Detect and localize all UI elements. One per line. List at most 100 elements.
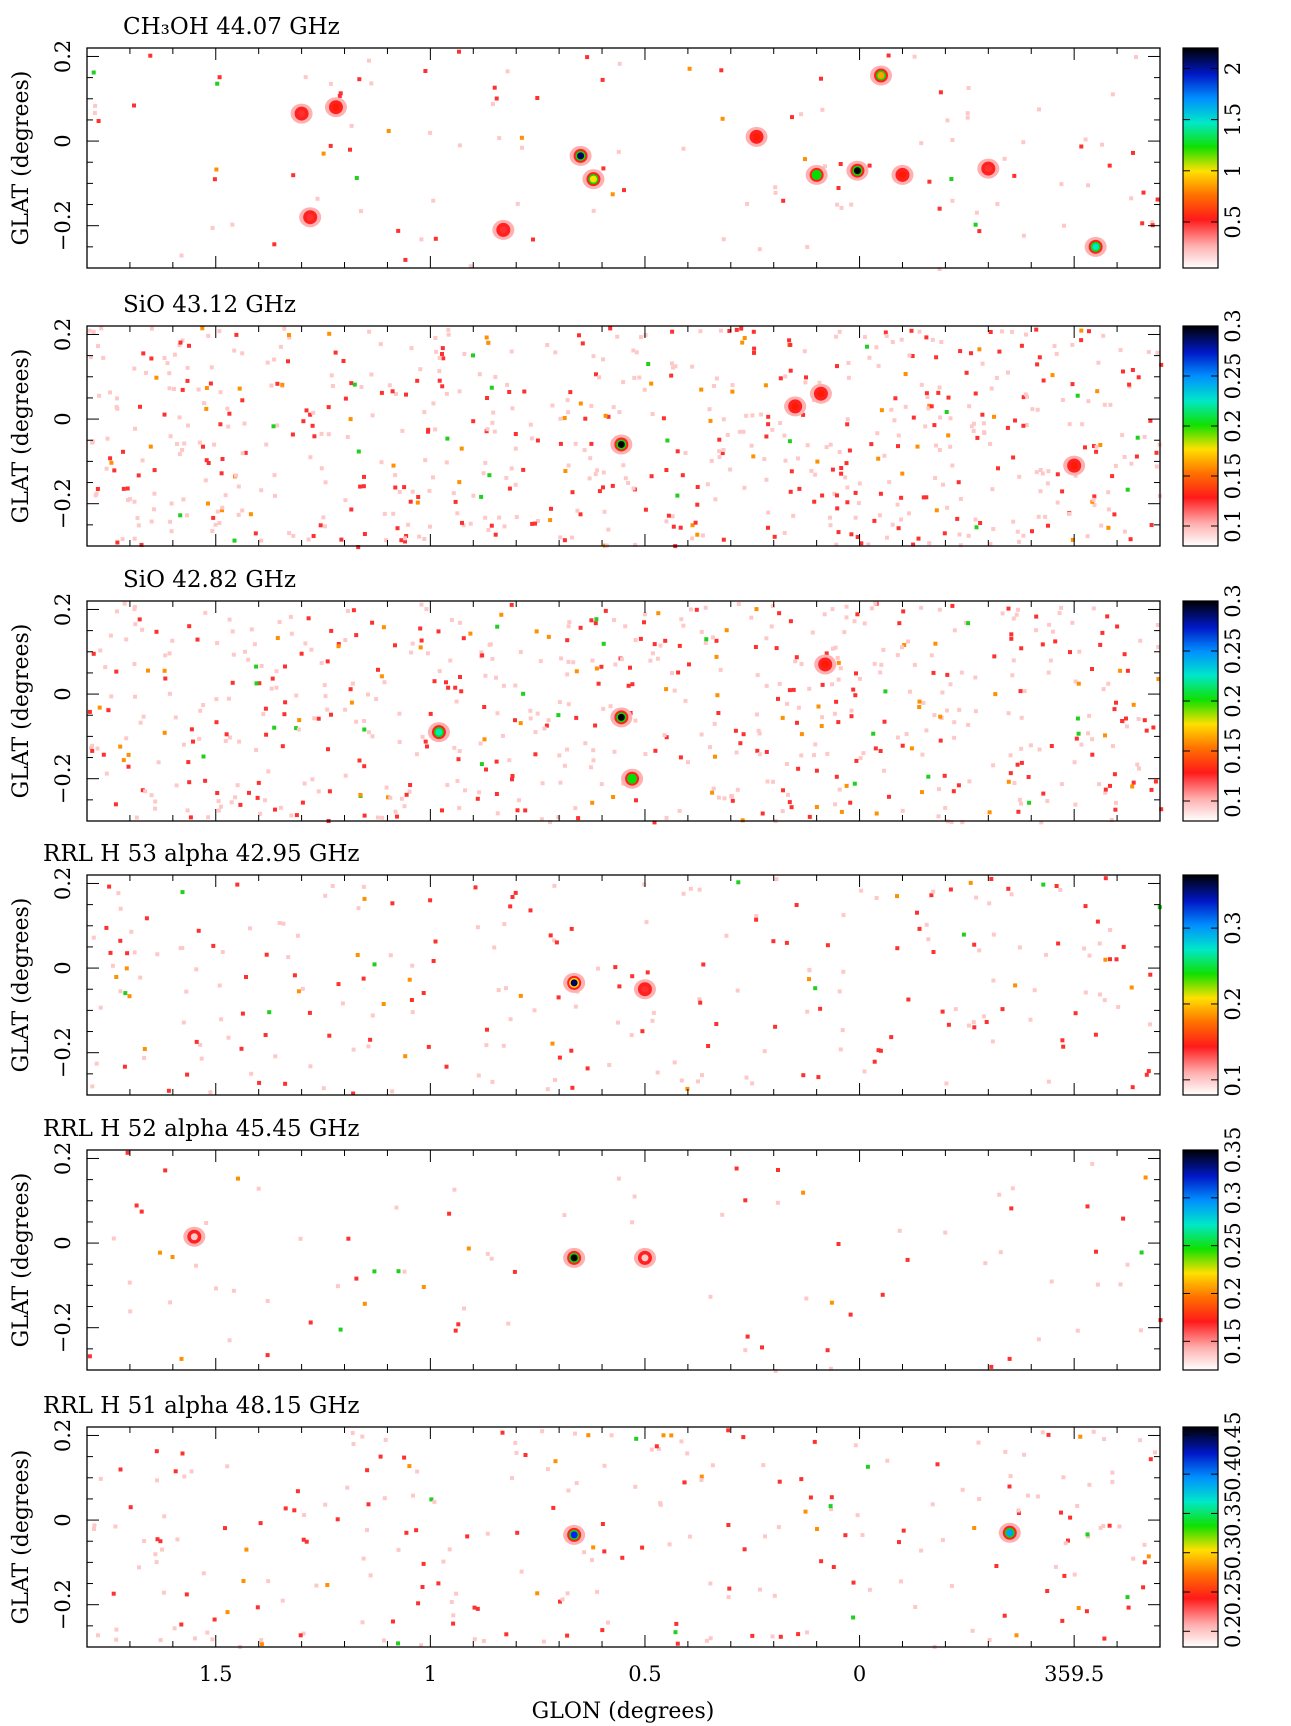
- y-tick-label: 0: [51, 134, 75, 147]
- colorbar-tick-label: 0.15: [1221, 1318, 1245, 1365]
- y-tick-label: 0.2: [51, 867, 75, 900]
- colorbar-tick-label: 0.2: [1221, 684, 1245, 717]
- source-blob: [633, 979, 656, 1000]
- x-tick-label: 0.5: [628, 1662, 661, 1686]
- source-blob: [324, 97, 347, 118]
- colorbar-tick-label: 2: [1221, 62, 1245, 75]
- y-axis-label: GLAT (degrees): [9, 1450, 34, 1625]
- y-tick-label: −0.2: [51, 478, 75, 529]
- y-tick-label: −0.2: [51, 1579, 75, 1630]
- y-axis-label: GLAT (degrees): [9, 349, 34, 524]
- source-blob: [998, 1522, 1021, 1543]
- y-axis-label: GLAT (degrees): [9, 71, 34, 246]
- source-blob: [633, 1247, 656, 1268]
- y-tick-label: 0: [51, 412, 75, 425]
- source-blob: [290, 103, 313, 124]
- colorbar-tick-label: 0.1: [1221, 1063, 1245, 1096]
- colorbar: 0.1 0.2 0.3: [1182, 874, 1245, 1097]
- y-tick-label: 0: [51, 687, 75, 700]
- colorbar-tick-label: 1.5: [1221, 103, 1245, 136]
- colorbar-tick-label: 0.15: [1221, 728, 1245, 775]
- source-blob: [621, 768, 644, 789]
- colorbar-scale: [1182, 325, 1219, 547]
- source-blob: [427, 722, 450, 743]
- noise-speckles: [91, 49, 1160, 271]
- source-blob: [563, 1524, 586, 1545]
- panel-title: SiO 43.12 GHz: [123, 292, 296, 318]
- colorbar-tick-label: 0.4: [1221, 1457, 1245, 1490]
- y-ticks: [87, 882, 1160, 1096]
- y-tick-label: 0.2: [51, 40, 75, 73]
- y-tick-label: 0.2: [51, 1419, 75, 1452]
- colorbar-tick-label: 0.2: [1221, 1615, 1245, 1648]
- colorbar-tick-label: 0.25: [1221, 628, 1245, 675]
- plot-frame: [86, 325, 1161, 547]
- source-blob: [745, 126, 768, 147]
- source-blob: [891, 164, 914, 185]
- y-axis-label: GLAT (degrees): [9, 1173, 34, 1348]
- y-tick-label: −0.2: [51, 1027, 75, 1078]
- x-tick-label: 1.5: [199, 1662, 232, 1686]
- colorbar-tick-label: 0.25: [1221, 353, 1245, 400]
- x-axis-label: GLON (degrees): [532, 1699, 715, 1724]
- y-tick-label: 0: [51, 1236, 75, 1249]
- colorbar-tick-label: 0.25: [1221, 1569, 1245, 1616]
- source-blob: [805, 164, 828, 185]
- source-blob: [569, 145, 592, 166]
- panel-title: CH₃OH 44.07 GHz: [123, 14, 340, 40]
- x-ticks: [86, 326, 1161, 546]
- colorbar-tick-label: 0.15: [1221, 453, 1245, 500]
- source-blob: [492, 219, 515, 240]
- y-tick-label: 0.2: [51, 318, 75, 351]
- plot-frame: [86, 1149, 1161, 1371]
- plot-frame: [86, 600, 1161, 822]
- y-tick-label: −0.2: [51, 200, 75, 251]
- colorbar-tick-label: 0.3: [1221, 1181, 1245, 1214]
- colorbar: 0.1 0.15 0.2 0.25 0.3: [1182, 309, 1245, 547]
- colorbar-scale: [1182, 874, 1219, 1096]
- colorbar-tick-label: 0.35: [1221, 1127, 1245, 1174]
- panel-title: RRL H 53 alpha 42.95 GHz: [43, 841, 360, 867]
- colorbar-tick-label: 0.2: [1221, 1277, 1245, 1310]
- source-blob: [610, 707, 633, 728]
- colorbar-tick-label: 0.3: [1221, 1536, 1245, 1569]
- source-blob: [183, 1226, 206, 1247]
- colorbar: 0.15 0.2 0.25 0.3 0.35: [1182, 1127, 1245, 1371]
- x-ticks: [86, 1150, 1161, 1370]
- colorbar-scale: [1182, 1149, 1219, 1371]
- x-ticks: [86, 875, 1161, 1095]
- colorbar-scale: [1182, 47, 1219, 269]
- y-tick-label: 0: [51, 961, 75, 974]
- source-blob: [1063, 455, 1086, 476]
- colorbar-tick-label: 0.3: [1221, 911, 1245, 944]
- source-blob: [582, 169, 605, 190]
- plot-frame: [86, 1426, 1161, 1648]
- y-ticks: [87, 1157, 1160, 1371]
- source-blob: [563, 972, 586, 993]
- y-tick-label: 0: [51, 1513, 75, 1526]
- colorbar: 0.5 1 1.5 2: [1182, 47, 1245, 269]
- noise-speckles: [92, 1428, 1157, 1649]
- x-ticks: [86, 1427, 1161, 1647]
- y-axis-label: GLAT (degrees): [9, 898, 34, 1073]
- y-ticks: [87, 1434, 1160, 1648]
- source-blob: [1084, 236, 1107, 257]
- colorbar-tick-label: 0.25: [1221, 1222, 1245, 1269]
- panel-1: CH₃OH 44.07 GHz 0.2 0 −0.2 GLAT (degrees) 0.5…: [9, 14, 1245, 271]
- x-tick-label: 1: [424, 1662, 437, 1686]
- source-blob: [870, 65, 893, 86]
- noise-speckles: [87, 601, 1164, 825]
- plot-frame: [86, 47, 1161, 269]
- colorbar-tick-label: 0.35: [1221, 1490, 1245, 1537]
- y-tick-label: −0.2: [51, 753, 75, 804]
- x-tick-label: 0: [853, 1662, 866, 1686]
- y-tick-label: 0.2: [51, 1142, 75, 1175]
- y-axis-label: GLAT (degrees): [9, 624, 34, 799]
- colorbar-tick-label: 0.2: [1221, 987, 1245, 1020]
- plot-frame: [86, 874, 1161, 1096]
- panel-title: SiO 42.82 GHz: [123, 567, 296, 593]
- y-ticks: [87, 608, 1160, 822]
